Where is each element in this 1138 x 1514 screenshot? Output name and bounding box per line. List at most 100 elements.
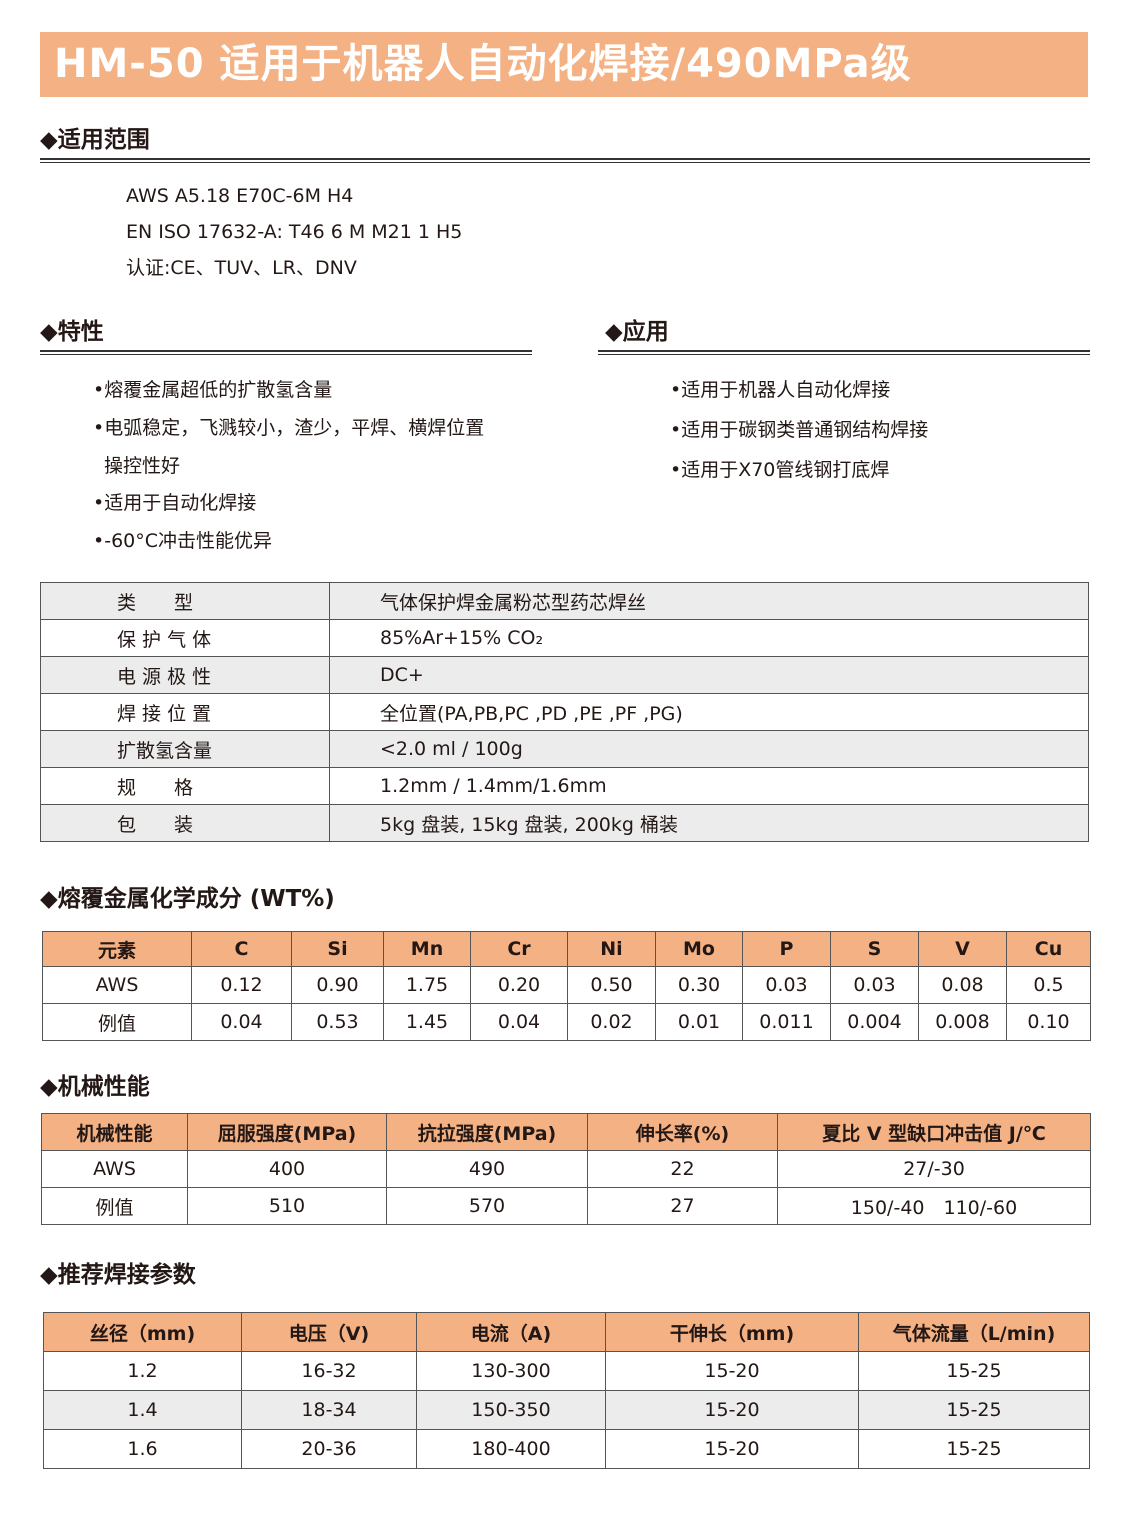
property-value: 1.2mm / 1.4mm/1.6mm (329, 767, 1089, 805)
table-cell: 22 (587, 1150, 778, 1188)
scope-line: AWS A5.18 E70C-6M H4 (126, 185, 354, 207)
table-cell: 15-20 (605, 1429, 859, 1469)
applications-heading: ◆应用 (605, 319, 669, 345)
table-cell: 18-34 (241, 1390, 417, 1430)
column-header: Cu (1006, 931, 1091, 967)
column-header: 抗拉强度(MPa) (386, 1113, 588, 1151)
table-cell: 570 (386, 1187, 588, 1225)
table-cell: 1.4 (43, 1390, 242, 1430)
column-header: 元素 (42, 931, 192, 967)
table-cell: 180-400 (416, 1429, 606, 1469)
table-cell: 0.90 (291, 966, 384, 1004)
property-value: 5kg 盘装, 15kg 盘装, 200kg 桶装 (329, 804, 1089, 842)
features-heading: ◆特性 (40, 319, 104, 345)
feature-item: •-60°C冲击性能优异 (93, 530, 273, 552)
property-value: <2.0 ml / 100g (329, 730, 1089, 768)
table-cell: 1.75 (383, 966, 471, 1004)
table-cell: 例值 (42, 1003, 192, 1041)
table-cell: 例值 (41, 1187, 188, 1225)
table-cell: 0.30 (655, 966, 743, 1004)
header-row: 机械性能 屈服强度(MPa) 抗拉强度(MPa) 伸长率(%) 夏比 V 型缺口冲击值 … (41, 1113, 1091, 1151)
application-item: •适用于碳钢类普通钢结构焊接 (670, 419, 929, 441)
table-cell: 15-25 (858, 1390, 1090, 1430)
table-cell: 0.01 (655, 1003, 743, 1041)
column-header: 屈服强度(MPa) (187, 1113, 387, 1151)
chemistry-table: 元素 C Si Mn Cr Ni Mo P S V Cu AWS 0.12 0.90 1.75 0.20 0.… (42, 931, 1091, 1041)
table-cell: 0.20 (470, 966, 568, 1004)
scope-line: 认证:CE、TUV、LR、DNV (126, 257, 357, 279)
table-cell: 150/-40 110/-60 (777, 1187, 1091, 1225)
property-label: 类 型 (40, 582, 330, 620)
table-cell: 1.6 (43, 1429, 242, 1469)
table-cell: 0.04 (470, 1003, 568, 1041)
column-header: S (830, 931, 919, 967)
header-row: 元素 C Si Mn Cr Ni Mo P S V Cu (42, 931, 1091, 967)
application-item: •适用于机器人自动化焊接 (670, 379, 891, 401)
property-label: 保 护 气 体 (40, 619, 330, 657)
table-row: 例值 510 570 27 150/-40 110/-60 (41, 1187, 1091, 1225)
property-label: 包 装 (40, 804, 330, 842)
table-cell: 15-20 (605, 1390, 859, 1430)
table-row: 例值 0.04 0.53 1.45 0.04 0.02 0.01 0.011 0.004 0.00… (42, 1003, 1091, 1041)
scope-heading: ◆适用范围 (40, 127, 150, 153)
property-label: 电 源 极 性 (40, 656, 330, 694)
mechanical-heading: ◆机械性能 (40, 1074, 150, 1100)
property-value: 85%Ar+15% CO₂ (329, 619, 1089, 657)
table-cell: 0.011 (742, 1003, 831, 1041)
table-row: 焊 接 位 置全位置(PA,PB,PC ,PD ,PE ,PF ,PG) (40, 693, 1089, 731)
table-cell: 16-32 (241, 1351, 417, 1391)
properties-table: 类 型气体保护焊金属粉芯型药芯焊丝保 护 气 体 85%Ar+15% CO₂ 电 源… (40, 582, 1089, 842)
column-header: V (918, 931, 1007, 967)
property-label: 规 格 (40, 767, 330, 805)
table-row: 扩散氢含量 <2.0 ml / 100g (40, 730, 1089, 768)
column-header: Ni (567, 931, 656, 967)
divider (40, 350, 532, 355)
table-row: 1.6 20-36 180-400 15-20 15-25 (43, 1429, 1090, 1469)
params-heading: ◆推荐焊接参数 (40, 1262, 196, 1288)
table-row: 1.2 16-32 130-300 15-20 15-25 (43, 1351, 1090, 1391)
table-cell: 0.12 (191, 966, 292, 1004)
column-header: Mn (383, 931, 471, 967)
mechanical-table: 机械性能 屈服强度(MPa) 抗拉强度(MPa) 伸长率(%) 夏比 V 型缺口冲击值 … (41, 1113, 1091, 1225)
column-header: P (742, 931, 831, 967)
table-cell: 130-300 (416, 1351, 606, 1391)
table-row: AWS 0.12 0.90 1.75 0.20 0.50 0.30 0.03 0.03 0.08 0… (42, 966, 1091, 1004)
column-header: 机械性能 (41, 1113, 188, 1151)
table-cell: 0.004 (830, 1003, 919, 1041)
table-cell: 1.45 (383, 1003, 471, 1041)
divider (40, 158, 1090, 163)
table-cell: 150-350 (416, 1390, 606, 1430)
table-cell: 15-20 (605, 1351, 859, 1391)
property-value: 气体保护焊金属粉芯型药芯焊丝 (329, 582, 1089, 620)
feature-item: 操控性好 (104, 455, 181, 477)
table-cell: 0.53 (291, 1003, 384, 1041)
table-cell: 15-25 (858, 1429, 1090, 1469)
table-cell: 0.03 (830, 966, 919, 1004)
column-header: 丝径（mm) (43, 1312, 242, 1352)
table-row: 包 装 5kg 盘装, 15kg 盘装, 200kg 桶装 (40, 804, 1089, 842)
table-row: 电 源 极 性 DC+ (40, 656, 1089, 694)
table-cell: 490 (386, 1150, 588, 1188)
table-cell: 0.10 (1006, 1003, 1091, 1041)
application-item: •适用于X70管线钢打底焊 (670, 459, 890, 481)
column-header: 干伸长（mm) (605, 1312, 859, 1352)
table-cell: 0.04 (191, 1003, 292, 1041)
feature-item: •电弧稳定，飞溅较小，渣少，平焊、横焊位置 (93, 417, 485, 439)
table-cell: 20-36 (241, 1429, 417, 1469)
table-cell: 1.2 (43, 1351, 242, 1391)
property-value: 全位置(PA,PB,PC ,PD ,PE ,PF ,PG) (329, 693, 1089, 731)
table-row: AWS 400 490 22 27/-30 (41, 1150, 1091, 1188)
property-label: 焊 接 位 置 (40, 693, 330, 731)
table-cell: 0.50 (567, 966, 656, 1004)
column-header: 伸长率(%) (587, 1113, 778, 1151)
column-header: Si (291, 931, 384, 967)
page-title: HM-50 适用于机器人自动化焊接/490MPa级 (40, 32, 1088, 97)
column-header: 夏比 V 型缺口冲击值 J/℃ (777, 1113, 1091, 1151)
table-cell: 27/-30 (777, 1150, 1091, 1188)
column-header: 电压（V) (241, 1312, 417, 1352)
property-value: DC+ (329, 656, 1089, 694)
table-row: 保 护 气 体 85%Ar+15% CO₂ (40, 619, 1089, 657)
table-cell: 0.5 (1006, 966, 1091, 1004)
feature-item: •适用于自动化焊接 (93, 492, 257, 514)
